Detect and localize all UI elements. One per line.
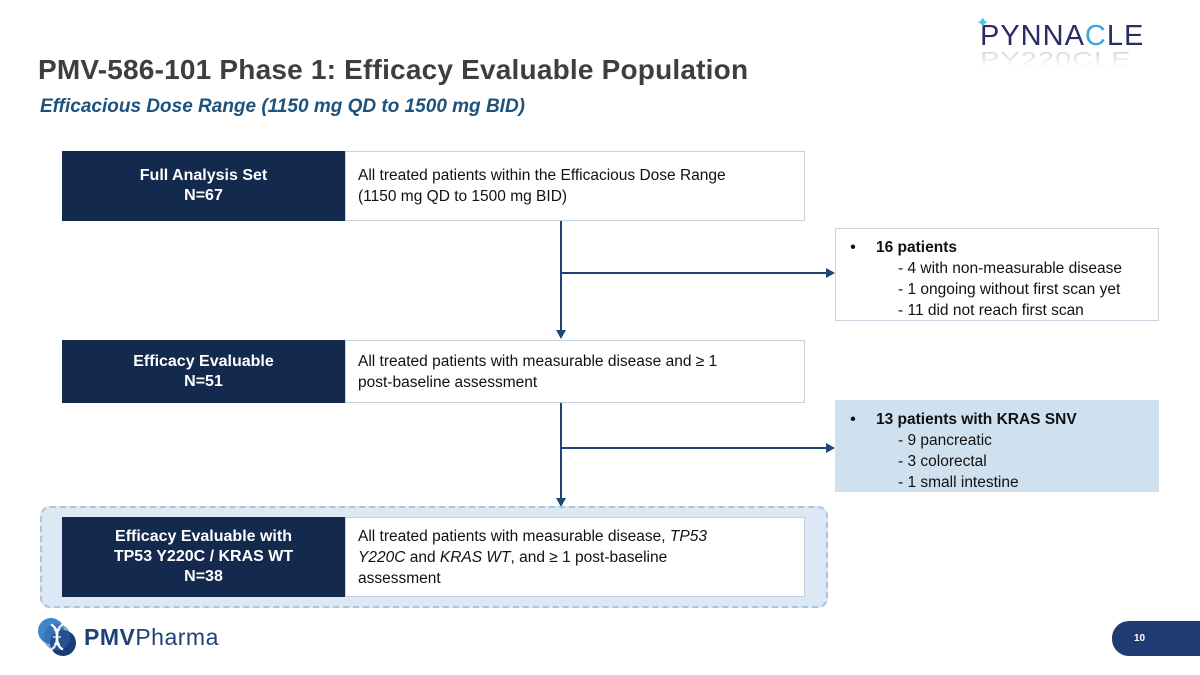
list-item: - 1 ongoing without first scan yet — [898, 281, 1121, 298]
connector-branch-2 — [561, 447, 827, 449]
arrow-down-icon — [556, 330, 566, 339]
pynnacle-reflection: PY220CLE — [980, 48, 1132, 72]
box-efficacy-evaluable-tp53-kras: Efficacy Evaluable with TP53 Y220C / KRAS… — [62, 517, 345, 597]
bullet-icon: • — [850, 411, 856, 428]
bullet-icon: • — [850, 239, 856, 256]
list-item: N=38 — [184, 568, 223, 585]
page-title: PMV-586-101 Phase 1: Efficacy Evaluable … — [38, 54, 749, 85]
pmv-wordmark: PMVPharma — [84, 624, 219, 651]
pynnacle-text-2: LE — [1106, 20, 1145, 52]
connector-branch-1 — [561, 272, 827, 274]
arrow-right-icon — [826, 268, 835, 278]
slide-subtitle: Efficacious Dose Range (1150 mg QD to 15… — [40, 96, 525, 117]
callout-heading-row: • 16 patients — [842, 237, 1152, 258]
text-line: post-baseline assessment — [358, 373, 538, 391]
callout-heading-row: • 13 patients with KRAS SNV — [842, 409, 1152, 430]
list-item: Efficacy Evaluable — [133, 352, 274, 370]
callout-heading: 13 patients with KRAS SNV — [876, 411, 1077, 428]
text-line: (1150 mg QD to 1500 mg BID) — [358, 188, 568, 205]
text-line: assessment — [358, 569, 441, 587]
list-item: Efficacy Evaluable with — [115, 528, 292, 545]
page-number-badge: 10 — [1112, 621, 1200, 656]
list-item: N=67 — [184, 187, 223, 204]
list-item: TP53 Y220C / KRAS WT — [113, 548, 294, 565]
callout-kras-snv: • 13 patients with KRAS SNV - 9 pancreat… — [835, 400, 1159, 492]
sparkle-icon: ✦ — [976, 15, 990, 32]
list-item: Full Analysis Set — [139, 167, 268, 184]
list-item: - 9 pancreatic — [898, 432, 992, 449]
text-line: All treated patients with measurable dis… — [358, 352, 718, 370]
list-item: - 1 small intestine — [898, 474, 1019, 491]
pynnacle-text-1: PYNNA — [980, 20, 1085, 52]
list-item: - 11 did not reach first scan — [898, 302, 1084, 319]
arrow-down-icon — [556, 498, 566, 507]
desc-efficacy-evaluable-tp53-kras: All treated patients with measurable dis… — [345, 517, 805, 597]
arrow-right-icon — [826, 443, 835, 453]
pynnacle-logo: ✦ PYNNACLE PY220CLE — [976, 16, 1180, 79]
pynnacle-wordmark: PYNNACLE — [980, 22, 1180, 51]
connector-vertical-2 — [560, 403, 562, 499]
text-line: All treated patients within the Efficaci… — [358, 167, 726, 184]
desc-full-analysis-set: All treated patients within the Efficaci… — [345, 151, 805, 221]
list-item: - 3 colorectal — [898, 453, 987, 470]
box-full-analysis-set: Full Analysis Set N=67 — [62, 151, 345, 221]
list-item: - 4 with non-measurable disease — [898, 260, 1123, 277]
callout-heading: 16 patients — [876, 239, 957, 256]
pmv-globe-icon — [38, 618, 76, 656]
pmv-pharma-logo: PMVPharma — [36, 616, 219, 658]
pmv-text-regular: Pharma — [135, 623, 219, 650]
box-efficacy-evaluable: Efficacy Evaluable N=51 — [62, 340, 345, 403]
callout-items: - 4 with non-measurable disease - 1 ongoi… — [898, 258, 1152, 321]
pynnacle-text-c: C — [1084, 20, 1107, 52]
pmv-text-bold: PMV — [84, 623, 136, 650]
desc-efficacy-evaluable: All treated patients with measurable dis… — [345, 340, 805, 403]
list-item: N=51 — [184, 372, 223, 390]
connector-vertical-1 — [560, 221, 562, 331]
text-line: Y220C and KRAS WT, and ≥ 1 post-baseline — [358, 548, 668, 566]
callout-items: - 9 pancreatic - 3 colorectal - 1 small in… — [898, 430, 1152, 493]
callout-excluded-patients: • 16 patients - 4 with non-measurable di… — [835, 228, 1159, 321]
text-line: All treated patients with measurable dis… — [358, 527, 707, 545]
